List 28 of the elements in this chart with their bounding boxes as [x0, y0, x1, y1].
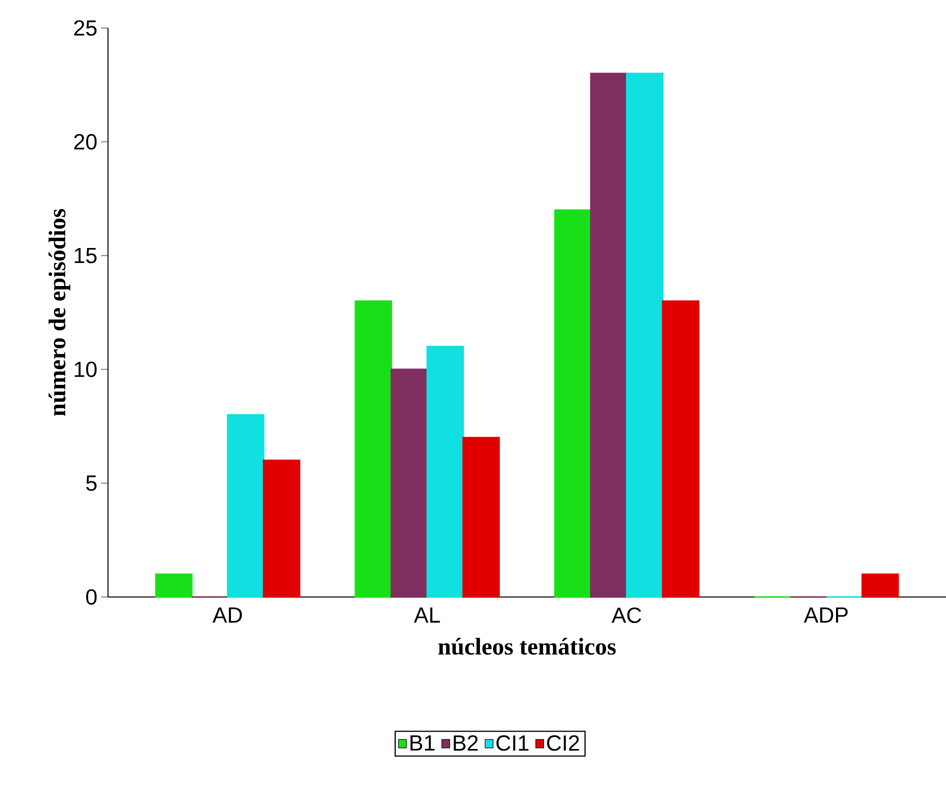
bar — [626, 72, 664, 598]
bar — [226, 414, 264, 598]
y-axis-title: número de episódios — [48, 209, 70, 416]
y-tick-label: 10 — [74, 362, 97, 378]
y-tick-label: 0 — [86, 589, 97, 605]
bar — [861, 573, 899, 598]
bar — [155, 573, 193, 598]
bar — [354, 300, 392, 598]
legend-label: CI2 — [547, 735, 579, 751]
bar — [426, 346, 464, 598]
y-tick-label: 5 — [86, 476, 97, 491]
legend-label: B1 — [410, 735, 434, 750]
bar — [662, 300, 700, 598]
bar — [462, 436, 500, 598]
x-tick-label: AL — [414, 608, 440, 623]
x-axis-title: núcleos temáticos — [438, 638, 616, 655]
y-tick-label: 20 — [74, 134, 97, 150]
bar — [590, 72, 628, 598]
x-tick-label: ADP — [804, 608, 848, 623]
y-tick-label: 25 — [74, 20, 97, 36]
bar — [554, 209, 592, 598]
legend-label: B2 — [454, 735, 478, 751]
bar — [390, 368, 428, 598]
legend-label: CI1 — [496, 735, 528, 751]
x-tick-label: AD — [212, 608, 242, 623]
x-tick-label: AC — [612, 608, 642, 624]
y-tick-label: 15 — [74, 248, 97, 264]
bar — [262, 460, 300, 598]
